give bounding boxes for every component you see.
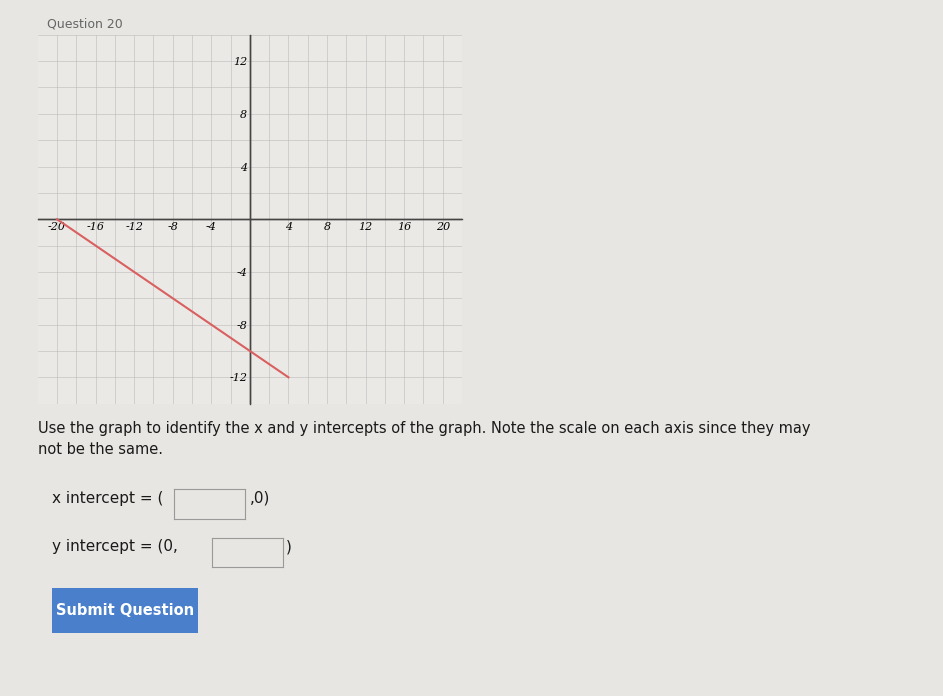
Text: Question 20: Question 20 xyxy=(47,17,123,31)
Text: Submit Question: Submit Question xyxy=(56,603,194,618)
Text: not be the same.: not be the same. xyxy=(38,442,163,457)
Text: x intercept = (: x intercept = ( xyxy=(52,491,163,506)
Text: y intercept = (0,: y intercept = (0, xyxy=(52,539,177,555)
Text: ): ) xyxy=(286,539,291,555)
Text: Use the graph to identify the x and y intercepts of the graph. Note the scale on: Use the graph to identify the x and y in… xyxy=(38,421,810,436)
Text: ,0): ,0) xyxy=(250,491,271,506)
